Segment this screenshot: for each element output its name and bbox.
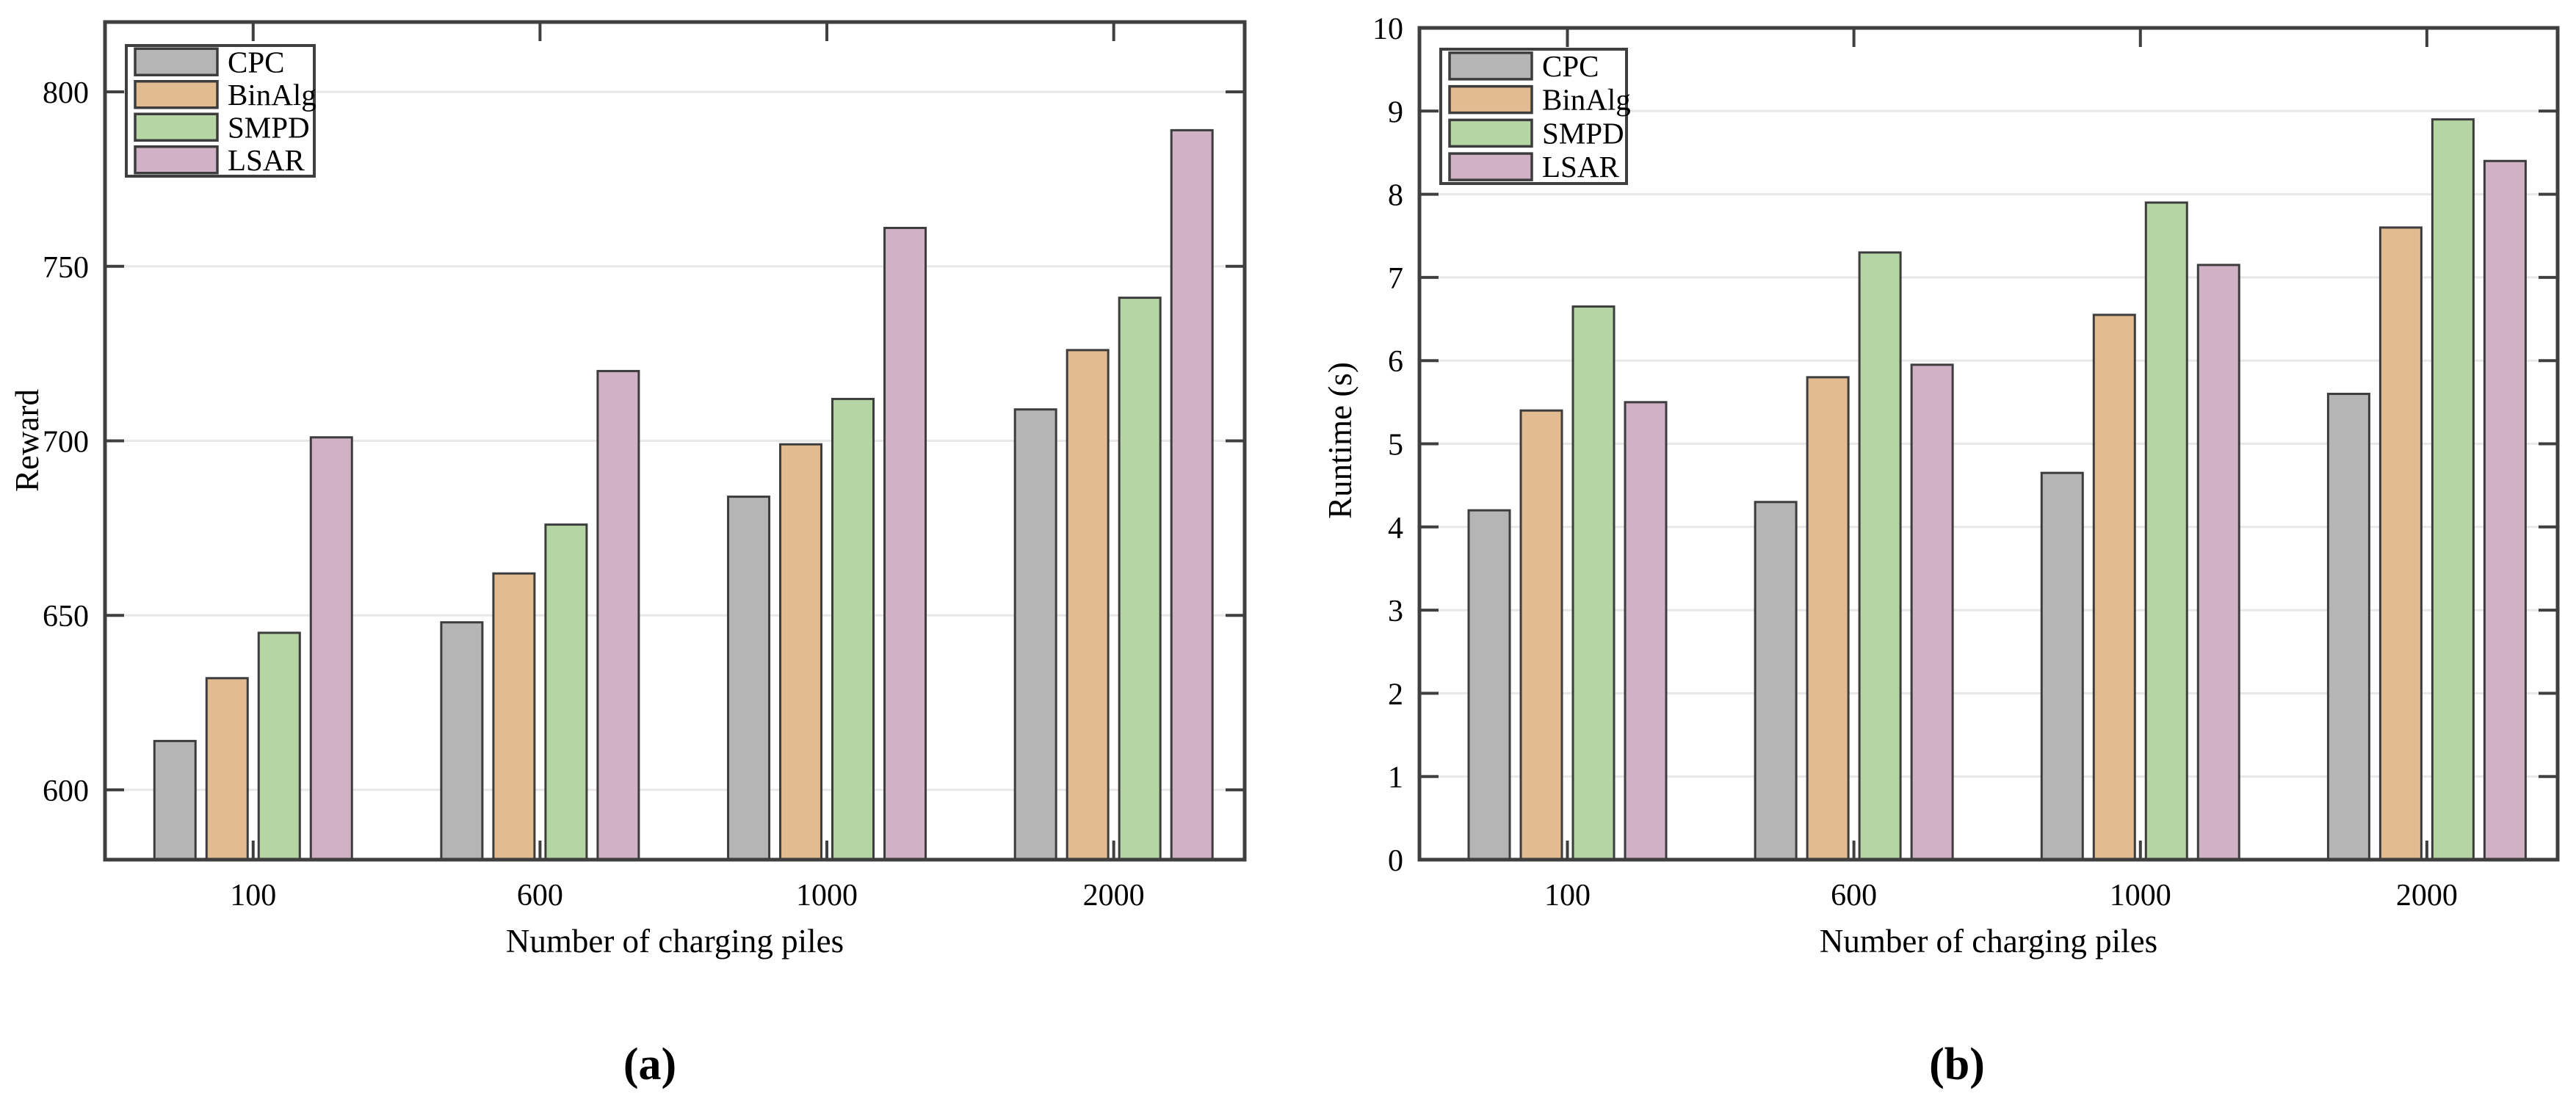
chart-b-ytick-label-7: 7: [1388, 262, 1403, 296]
chart-b-bar-SMPD-600: [1858, 251, 1902, 861]
chart-a-bar-CPC-2000: [1013, 408, 1057, 861]
chart-b-bar-CPC-2000: [2326, 393, 2370, 861]
chart-a-ytick-label-650: 650: [43, 600, 89, 634]
chart-a-bar-BinAlg-2000: [1066, 349, 1110, 861]
chart-b-bar-BinAlg-1000: [2092, 313, 2136, 861]
chart-a-bar-SMPD-1000: [831, 397, 875, 861]
chart-a-xtick-label-2000: 2000: [1083, 879, 1145, 913]
chart-b-bar-LSAR-600: [1910, 363, 1954, 861]
chart-b-legend-label-SMPD: SMPD: [1542, 116, 1624, 150]
chart-a-legend-swatch-BinAlg: [134, 80, 219, 109]
chart-a-bar-CPC-600: [440, 621, 484, 861]
chart-b-bar-CPC-1000: [2040, 471, 2084, 861]
chart-a-bar-LSAR-600: [596, 369, 640, 861]
chart-a-ytick-label-700: 700: [43, 426, 89, 460]
chart-b-yaxis-label: Runtime (s): [1322, 362, 1358, 519]
chart-b-ytick-label-2: 2: [1388, 678, 1403, 711]
chart-b-bar-CPC-600: [1754, 501, 1798, 861]
chart-a-bar-SMPD-600: [544, 523, 588, 861]
chart-a-legend-label-LSAR: LSAR: [228, 143, 305, 177]
chart-a-bar-CPC-100: [153, 739, 197, 861]
chart-a-bar-LSAR-100: [309, 436, 353, 861]
chart-a-legend-swatch-SMPD: [134, 112, 219, 142]
chart-b-ytick-label-9: 9: [1388, 95, 1403, 129]
chart-a-bar-BinAlg-1000: [779, 443, 823, 861]
chart-b-xaxis-label: Number of charging piles: [1820, 923, 2157, 960]
chart-b-xtick-label-2000: 2000: [2396, 879, 2458, 913]
chart-a-bar-BinAlg-100: [205, 677, 249, 861]
chart-b-legend-swatch-LSAR: [1448, 152, 1533, 181]
chart-b-ytick-label-5: 5: [1388, 429, 1403, 462]
chart-a-bar-BinAlg-600: [492, 572, 536, 861]
chart-a-ytick-label-600: 600: [43, 775, 89, 808]
chart-b-xtick-label-100: 100: [1544, 879, 1591, 913]
chart-b-legend-label-LSAR: LSAR: [1542, 150, 1619, 184]
chart-a-legend-swatch-CPC: [134, 47, 219, 76]
chart-b-caption: (b): [1929, 1040, 1985, 1089]
chart-b-xtick-label-1000: 1000: [2110, 879, 2171, 913]
chart-a-legend-label-BinAlg: BinAlg: [228, 78, 316, 112]
chart-b-xtick-label-600: 600: [1831, 879, 1877, 913]
chart-b-bar-BinAlg-2000: [2378, 226, 2423, 861]
chart-b-legend-swatch-CPC: [1448, 51, 1533, 81]
chart-b-bar-BinAlg-600: [1806, 376, 1850, 861]
chart-a-ytick-label-800: 800: [43, 76, 89, 110]
chart-a-xtick-label-1000: 1000: [796, 879, 858, 913]
chart-b-bar-LSAR-100: [1624, 401, 1668, 861]
chart-b-bar-CPC-100: [1467, 509, 1511, 861]
chart-b-spines: [1417, 26, 2560, 862]
chart-b-bar-LSAR-2000: [2483, 159, 2527, 861]
chart-a-ytick-label-750: 750: [43, 251, 89, 285]
chart-a-bar-LSAR-2000: [1170, 128, 1214, 861]
chart-a-legend-label-SMPD: SMPD: [228, 110, 310, 144]
chart-b-legend-swatch-SMPD: [1448, 118, 1533, 148]
chart-a: 600 650 700 750 800 100 600 1000 2000 Number of c…: [9, 20, 1247, 1089]
chart-a-xaxis-label: Number of charging piles: [506, 923, 844, 960]
chart-a-legend-label-CPC: CPC: [228, 45, 285, 79]
chart-b-ytick-label-3: 3: [1388, 595, 1403, 628]
chart-b-ytick-label-1: 1: [1388, 761, 1403, 795]
chart-b-legend-label-BinAlg: BinAlg: [1542, 83, 1631, 117]
chart-b-bar-SMPD-2000: [2431, 118, 2475, 861]
chart-a-bar-SMPD-100: [257, 631, 301, 861]
chart-b-ytick-label-8: 8: [1388, 179, 1403, 213]
chart-b-ytick-label-6: 6: [1388, 345, 1403, 379]
chart-a-xtick-label-600: 600: [517, 879, 563, 913]
chart-b-ytick-label-4: 4: [1388, 512, 1403, 545]
chart-a-xtick-label-100: 100: [230, 879, 276, 913]
chart-b-bar-LSAR-1000: [2196, 264, 2240, 861]
chart-a-legend-swatch-LSAR: [134, 145, 219, 175]
chart-b-bar-SMPD-100: [1571, 305, 1616, 861]
chart-a-caption: (a): [623, 1040, 676, 1089]
chart-b-legend-swatch-BinAlg: [1448, 84, 1533, 115]
chart-b-ytick-label-10: 10: [1372, 12, 1403, 46]
chart-b-legend-label-CPC: CPC: [1542, 49, 1599, 83]
chart-b-bar-SMPD-1000: [2144, 201, 2188, 861]
chart-b-bar-BinAlg-100: [1519, 409, 1563, 861]
chart-a-bar-CPC-1000: [727, 496, 771, 861]
chart-b: 0 1 2 3 4 5 6 7 8 9 10 100 600 1000 2000 Number of char…: [1322, 12, 2560, 1089]
chart-a-bar-SMPD-2000: [1118, 297, 1162, 861]
chart-b-ytick-label-0: 0: [1388, 844, 1403, 878]
chart-a-yaxis-label: Reward: [9, 389, 46, 492]
chart-a-bar-LSAR-1000: [883, 226, 927, 861]
chart-a-spines: [103, 20, 1247, 862]
